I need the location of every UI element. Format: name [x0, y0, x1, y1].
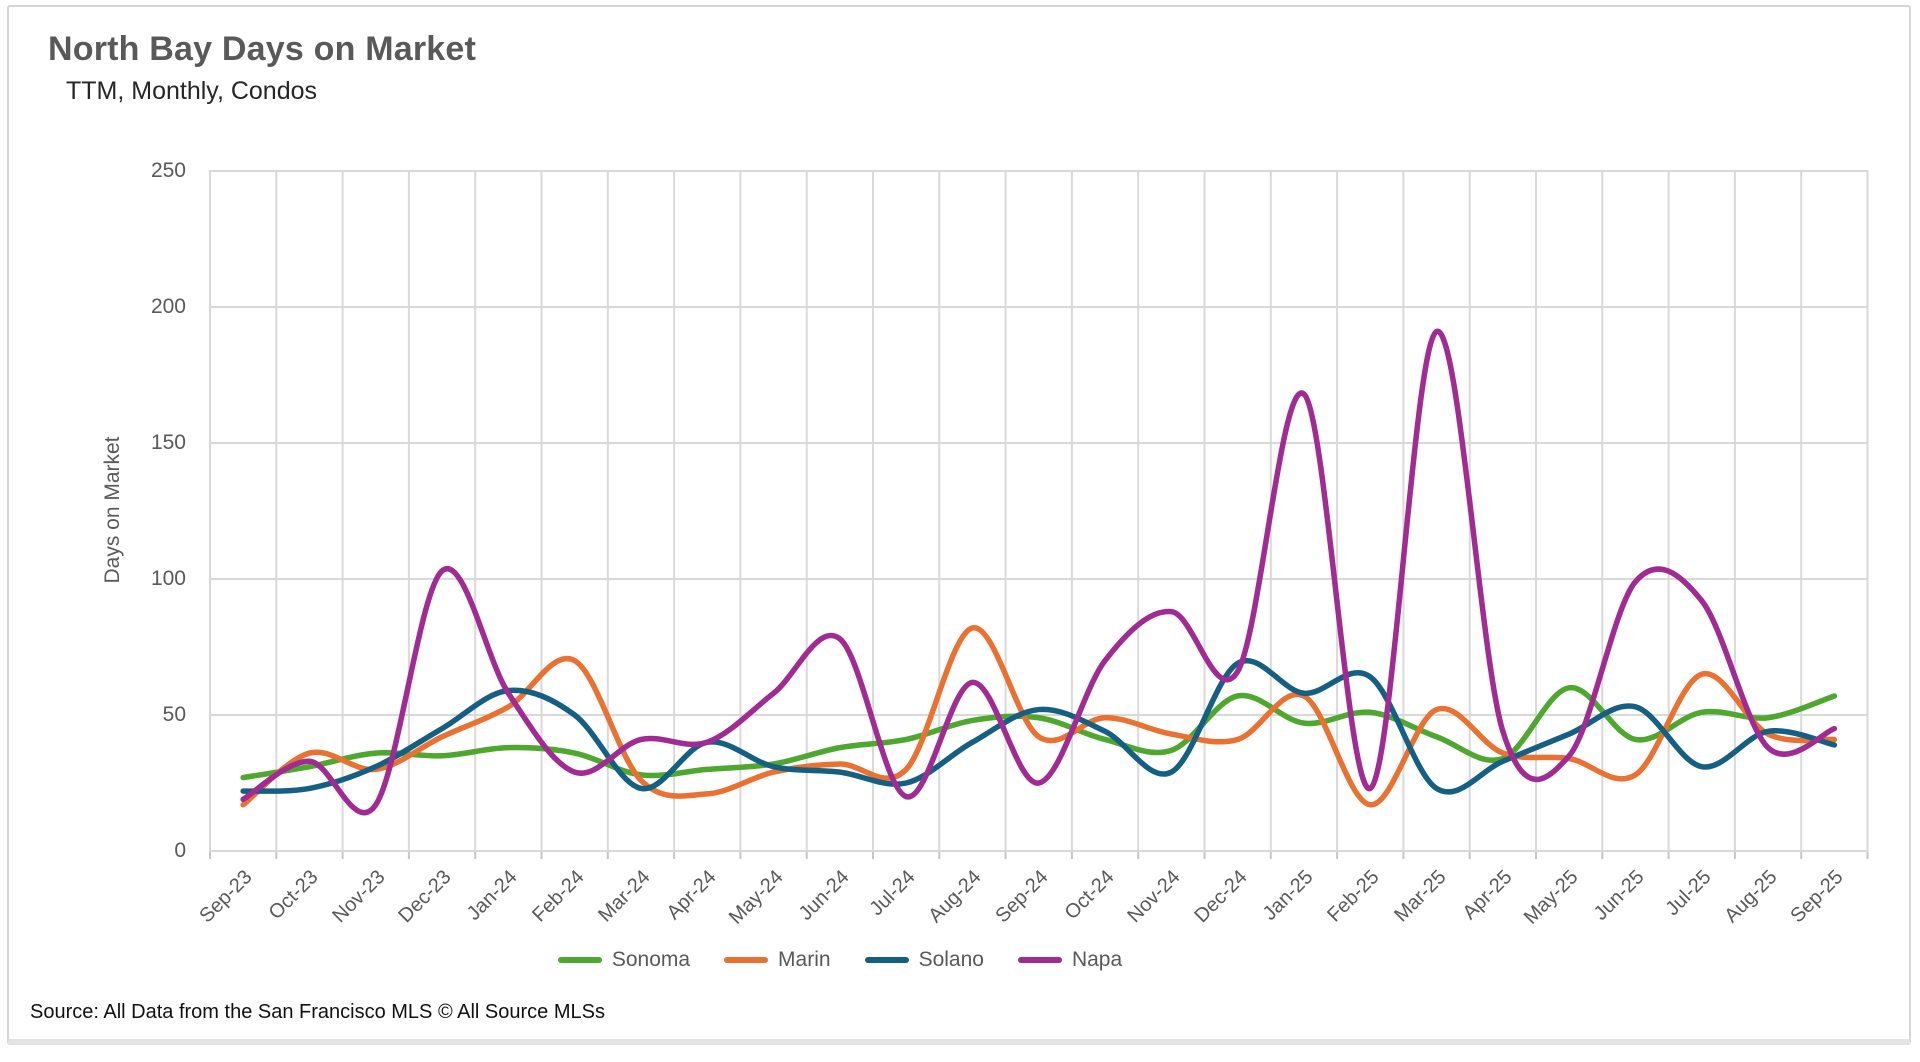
legend-item-marin: Marin — [724, 948, 831, 972]
y-axis-label: 100 — [150, 567, 186, 590]
series-line-sonoma — [240, 685, 1838, 781]
y-axis-label: 0 — [174, 839, 186, 862]
legend-swatch-sonoma — [557, 957, 602, 963]
chart-legend: Sonoma Marin Solano Napa — [210, 948, 1470, 972]
chart-subtitle: TTM, Monthly, Condos — [66, 77, 318, 105]
series-line-solano — [240, 658, 1838, 795]
y-axis-label: 50 — [162, 703, 186, 726]
source-note: Source: All Data from the San Francisco … — [30, 1001, 605, 1023]
legend-swatch-marin — [724, 957, 769, 963]
legend-label: Solano — [918, 948, 984, 971]
legend-item-sonoma: Sonoma — [557, 948, 691, 972]
legend-swatch-napa — [1017, 957, 1062, 963]
plot-border — [209, 170, 1869, 852]
legend-swatch-solano — [864, 957, 909, 963]
legend-label: Sonoma — [611, 948, 691, 971]
legend-label: Marin — [778, 948, 831, 971]
series-line-napa — [240, 328, 1838, 816]
legend-item-solano: Solano — [864, 948, 984, 972]
y-axis-label: 250 — [150, 159, 186, 182]
chart-title: North Bay Days on Market — [48, 30, 477, 68]
y-axis-label: 150 — [150, 431, 186, 454]
legend-item-napa: Napa — [1017, 948, 1123, 972]
y-axis-label: 200 — [150, 295, 186, 318]
chart-card-border — [7, 5, 1911, 1045]
legend-label: Napa — [1071, 948, 1123, 971]
